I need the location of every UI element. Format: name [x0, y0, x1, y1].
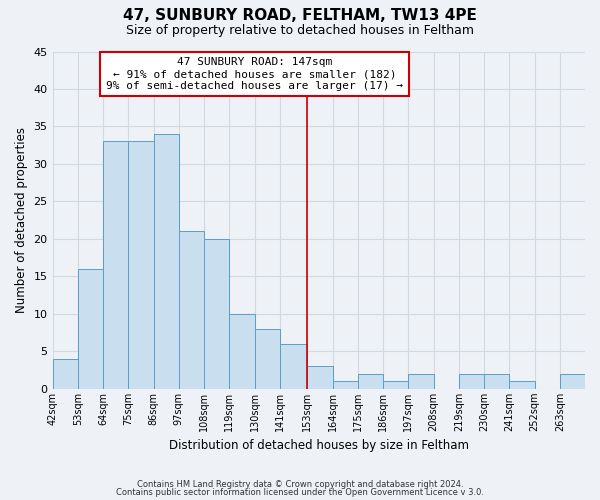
Bar: [204, 239, 229, 389]
Bar: [128, 142, 154, 389]
Bar: [53, 359, 78, 389]
Bar: [383, 382, 408, 389]
X-axis label: Distribution of detached houses by size in Feltham: Distribution of detached houses by size …: [169, 440, 469, 452]
Bar: [358, 374, 383, 389]
Bar: [254, 329, 280, 389]
Bar: [280, 344, 307, 389]
Bar: [229, 314, 254, 389]
Bar: [307, 366, 332, 389]
Bar: [179, 232, 204, 389]
Bar: [484, 374, 509, 389]
Text: Size of property relative to detached houses in Feltham: Size of property relative to detached ho…: [126, 24, 474, 37]
Text: Contains HM Land Registry data © Crown copyright and database right 2024.: Contains HM Land Registry data © Crown c…: [137, 480, 463, 489]
Bar: [332, 382, 358, 389]
Y-axis label: Number of detached properties: Number of detached properties: [15, 127, 28, 313]
Bar: [509, 382, 535, 389]
Text: Contains public sector information licensed under the Open Government Licence v : Contains public sector information licen…: [116, 488, 484, 497]
Bar: [408, 374, 434, 389]
Text: 47, SUNBURY ROAD, FELTHAM, TW13 4PE: 47, SUNBURY ROAD, FELTHAM, TW13 4PE: [123, 8, 477, 22]
Bar: [154, 134, 179, 389]
Bar: [459, 374, 484, 389]
Bar: [103, 142, 128, 389]
Bar: [78, 269, 103, 389]
Bar: [560, 374, 585, 389]
Text: 47 SUNBURY ROAD: 147sqm
← 91% of detached houses are smaller (182)
9% of semi-de: 47 SUNBURY ROAD: 147sqm ← 91% of detache…: [106, 58, 403, 90]
